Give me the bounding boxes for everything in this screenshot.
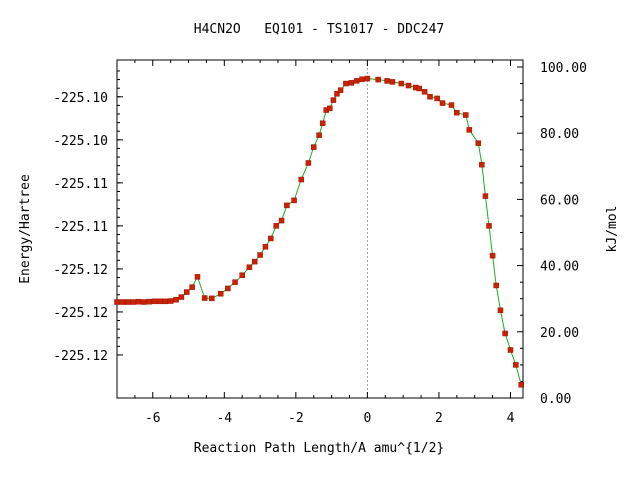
data-point (343, 80, 349, 87)
data-point (337, 87, 344, 93)
data-point (173, 296, 179, 303)
data-point (273, 223, 279, 229)
data-point (439, 100, 446, 106)
y-axis-label-left: Energy/Hartree (18, 174, 33, 284)
data-point (246, 264, 253, 271)
data-point (319, 120, 326, 127)
data-point (151, 298, 158, 305)
data-point (146, 298, 152, 305)
data-point (130, 299, 136, 305)
data-point (348, 80, 355, 86)
y-left-tick-label: -225.11 (53, 177, 108, 192)
tick-labels: -6 -4 -2 0 2 4 -225.10 -225.10 -225.11 -225.11 -22… (53, 61, 587, 426)
y-right-tick-label: 80.00 (540, 127, 579, 142)
data-point (251, 258, 258, 265)
y-right-tick-label: 60.00 (540, 193, 579, 208)
data-point (389, 79, 396, 85)
y-right-tick-label: 20.00 (540, 326, 579, 341)
data-point (239, 272, 245, 278)
data-point (194, 274, 201, 280)
data-point (493, 282, 499, 289)
data-point (162, 298, 169, 305)
data-point (124, 299, 131, 305)
data-point (416, 85, 423, 92)
y-right-tick-label: 40.00 (540, 260, 579, 275)
data-point (489, 252, 496, 259)
data-point (217, 290, 224, 297)
data-point (421, 89, 428, 95)
data-point (232, 279, 238, 285)
data-point (257, 252, 263, 258)
data-point (201, 295, 208, 301)
data-point (278, 217, 285, 224)
data-point (475, 140, 482, 146)
x-tick-label: -2 (288, 411, 304, 426)
data-point (513, 362, 519, 368)
data-point (497, 307, 504, 314)
data-point (466, 127, 473, 133)
chart-title: H4CN2O EQ101 - TS1017 - DDC247 (194, 22, 444, 37)
data-point (284, 202, 290, 209)
x-tick-label: 0 (363, 411, 371, 426)
data-point (364, 75, 371, 82)
data-point (486, 223, 492, 229)
data-point (482, 193, 489, 199)
y-right-tick-label: 100.00 (540, 61, 587, 76)
data-point (434, 95, 440, 102)
data-point (310, 144, 317, 150)
data-point (135, 298, 142, 305)
data-point (167, 298, 174, 304)
data-point (507, 347, 514, 353)
x-tick-label: 2 (435, 411, 443, 426)
y-left-tick-label: -225.10 (53, 91, 108, 106)
plot-frame (116, 59, 524, 399)
data-point (305, 160, 312, 166)
data-point (375, 76, 381, 83)
data-point (502, 330, 508, 337)
data-point (209, 295, 215, 302)
y-left-tick-label: -225.10 (53, 134, 108, 149)
data-point (189, 284, 195, 290)
y-axis-label-right: kJ/mol (605, 206, 620, 253)
data-point (359, 76, 365, 82)
data-point (184, 289, 190, 295)
data-points (114, 75, 524, 388)
data-point (454, 109, 460, 116)
y-left-tick-label: -225.11 (53, 220, 108, 235)
x-axis-label: Reaction Path Length/A amu^{1/2} (194, 441, 444, 456)
data-point (463, 112, 469, 118)
x-tick-label: -6 (145, 411, 161, 426)
data-point (334, 91, 340, 97)
data-point (353, 78, 360, 84)
data-point (225, 285, 231, 292)
y-left-tick-label: -225.12 (53, 306, 108, 321)
x-tick-label: 4 (507, 411, 515, 426)
data-point (327, 105, 333, 112)
data-point (114, 299, 120, 305)
y-right-tick-label: 0.00 (540, 392, 571, 407)
data-point (178, 294, 185, 300)
data-point (262, 243, 269, 250)
data-point (330, 97, 337, 103)
data-point (448, 102, 455, 108)
data-point (479, 161, 485, 168)
data-point (157, 298, 163, 305)
x-tick-label: -4 (216, 411, 232, 426)
data-point (427, 94, 433, 100)
data-point (316, 132, 322, 138)
data-point (398, 80, 405, 87)
path-curve (117, 78, 522, 385)
data-point (405, 82, 412, 89)
data-point (141, 299, 147, 305)
data-point (291, 197, 297, 204)
data-point (298, 176, 304, 183)
data-point (384, 78, 390, 84)
data-point (119, 299, 126, 305)
y-left-tick-label: -225.12 (53, 263, 108, 278)
data-point (518, 382, 524, 388)
data-point (268, 235, 274, 242)
y-left-tick-label: -225.12 (53, 349, 108, 364)
axis-ticks (116, 60, 523, 399)
